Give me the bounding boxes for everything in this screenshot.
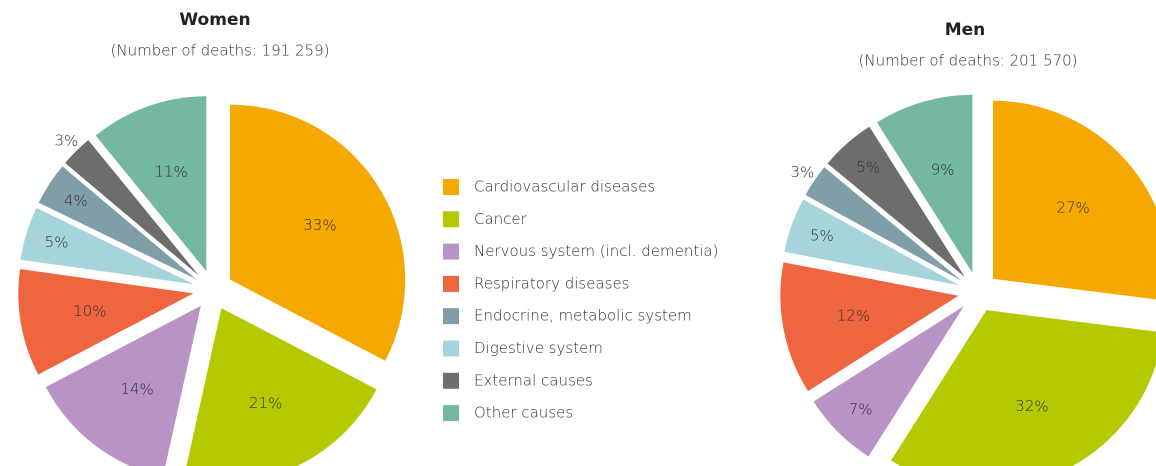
legend-label: Other causes	[474, 404, 573, 422]
pie-slice	[784, 199, 960, 286]
data-label: 5%	[810, 226, 834, 244]
chart-subtitle: (Number of deaths: 191 259)	[111, 42, 330, 60]
percent-sign: %	[819, 226, 833, 244]
data-label: 4%	[64, 192, 88, 210]
percent-sign: %	[139, 380, 153, 398]
data-label: 3%	[54, 132, 78, 150]
pie-slice	[186, 308, 377, 466]
pie-slice	[827, 126, 965, 277]
percent-sign: %	[73, 192, 87, 210]
data-label: 33%	[303, 216, 336, 234]
percent-sign: %	[1076, 199, 1090, 217]
chart-title: Men	[945, 20, 986, 40]
pie-slice	[891, 310, 1156, 466]
legend-swatch	[443, 243, 459, 260]
legend-swatch	[443, 405, 459, 422]
percent-sign: %	[54, 233, 68, 251]
pie-slice	[45, 305, 201, 466]
percent-sign: %	[322, 216, 336, 234]
pie-slice	[813, 306, 964, 457]
data-label: 11%	[154, 163, 187, 181]
data-label: 5%	[856, 158, 880, 176]
pie-slice	[230, 104, 406, 361]
legend-swatch	[443, 372, 459, 389]
legend-label: Nervous system (incl. dementia)	[474, 242, 718, 260]
data-label: 5%	[45, 233, 69, 251]
pie-slice	[993, 100, 1156, 300]
percent-sign: %	[64, 132, 78, 150]
pie-slice	[20, 207, 194, 285]
data-label: 12%	[837, 306, 870, 324]
data-label: 3%	[791, 163, 815, 181]
percent-sign: %	[940, 161, 954, 179]
data-label: 7%	[849, 400, 873, 418]
legend-label: Respiratory diseases	[474, 274, 630, 292]
data-label: 9%	[931, 161, 955, 179]
percent-sign: %	[866, 158, 880, 176]
pie-slice	[95, 96, 207, 272]
legend-label: Cancer	[474, 210, 528, 228]
legend-swatch	[443, 275, 459, 292]
data-label: 10%	[73, 302, 106, 320]
data-label: 32%	[1015, 397, 1048, 415]
legend-label: Cardiovascular diseases	[474, 178, 655, 196]
legend-label: External causes	[474, 371, 593, 389]
pie-slice	[877, 94, 973, 273]
legend-swatch	[443, 308, 459, 325]
data-label: 27%	[1056, 199, 1089, 217]
pie-slice	[18, 269, 194, 375]
data-label: 14%	[120, 380, 153, 398]
data-label: 21%	[249, 394, 282, 412]
percent-sign: %	[173, 163, 187, 181]
percent-sign: %	[92, 302, 106, 320]
chart-title: Women	[179, 10, 250, 30]
percent-sign: %	[800, 163, 814, 181]
legend-swatch	[443, 179, 459, 195]
pie-slice	[38, 166, 197, 280]
chart-subtitle: (Number of deaths: 201 570)	[859, 52, 1078, 70]
pie-slice	[805, 167, 962, 281]
legend-label: Endocrine, metabolic system	[474, 307, 692, 325]
legend-swatch	[443, 211, 459, 228]
legend-swatch	[443, 340, 459, 357]
percent-sign: %	[268, 394, 282, 412]
percent-sign: %	[1034, 397, 1048, 415]
percent-sign: %	[856, 306, 870, 324]
legend-label: Digestive system	[474, 339, 603, 357]
percent-sign: %	[858, 400, 872, 418]
pie-slice	[780, 262, 959, 392]
pie-slice	[65, 140, 199, 276]
